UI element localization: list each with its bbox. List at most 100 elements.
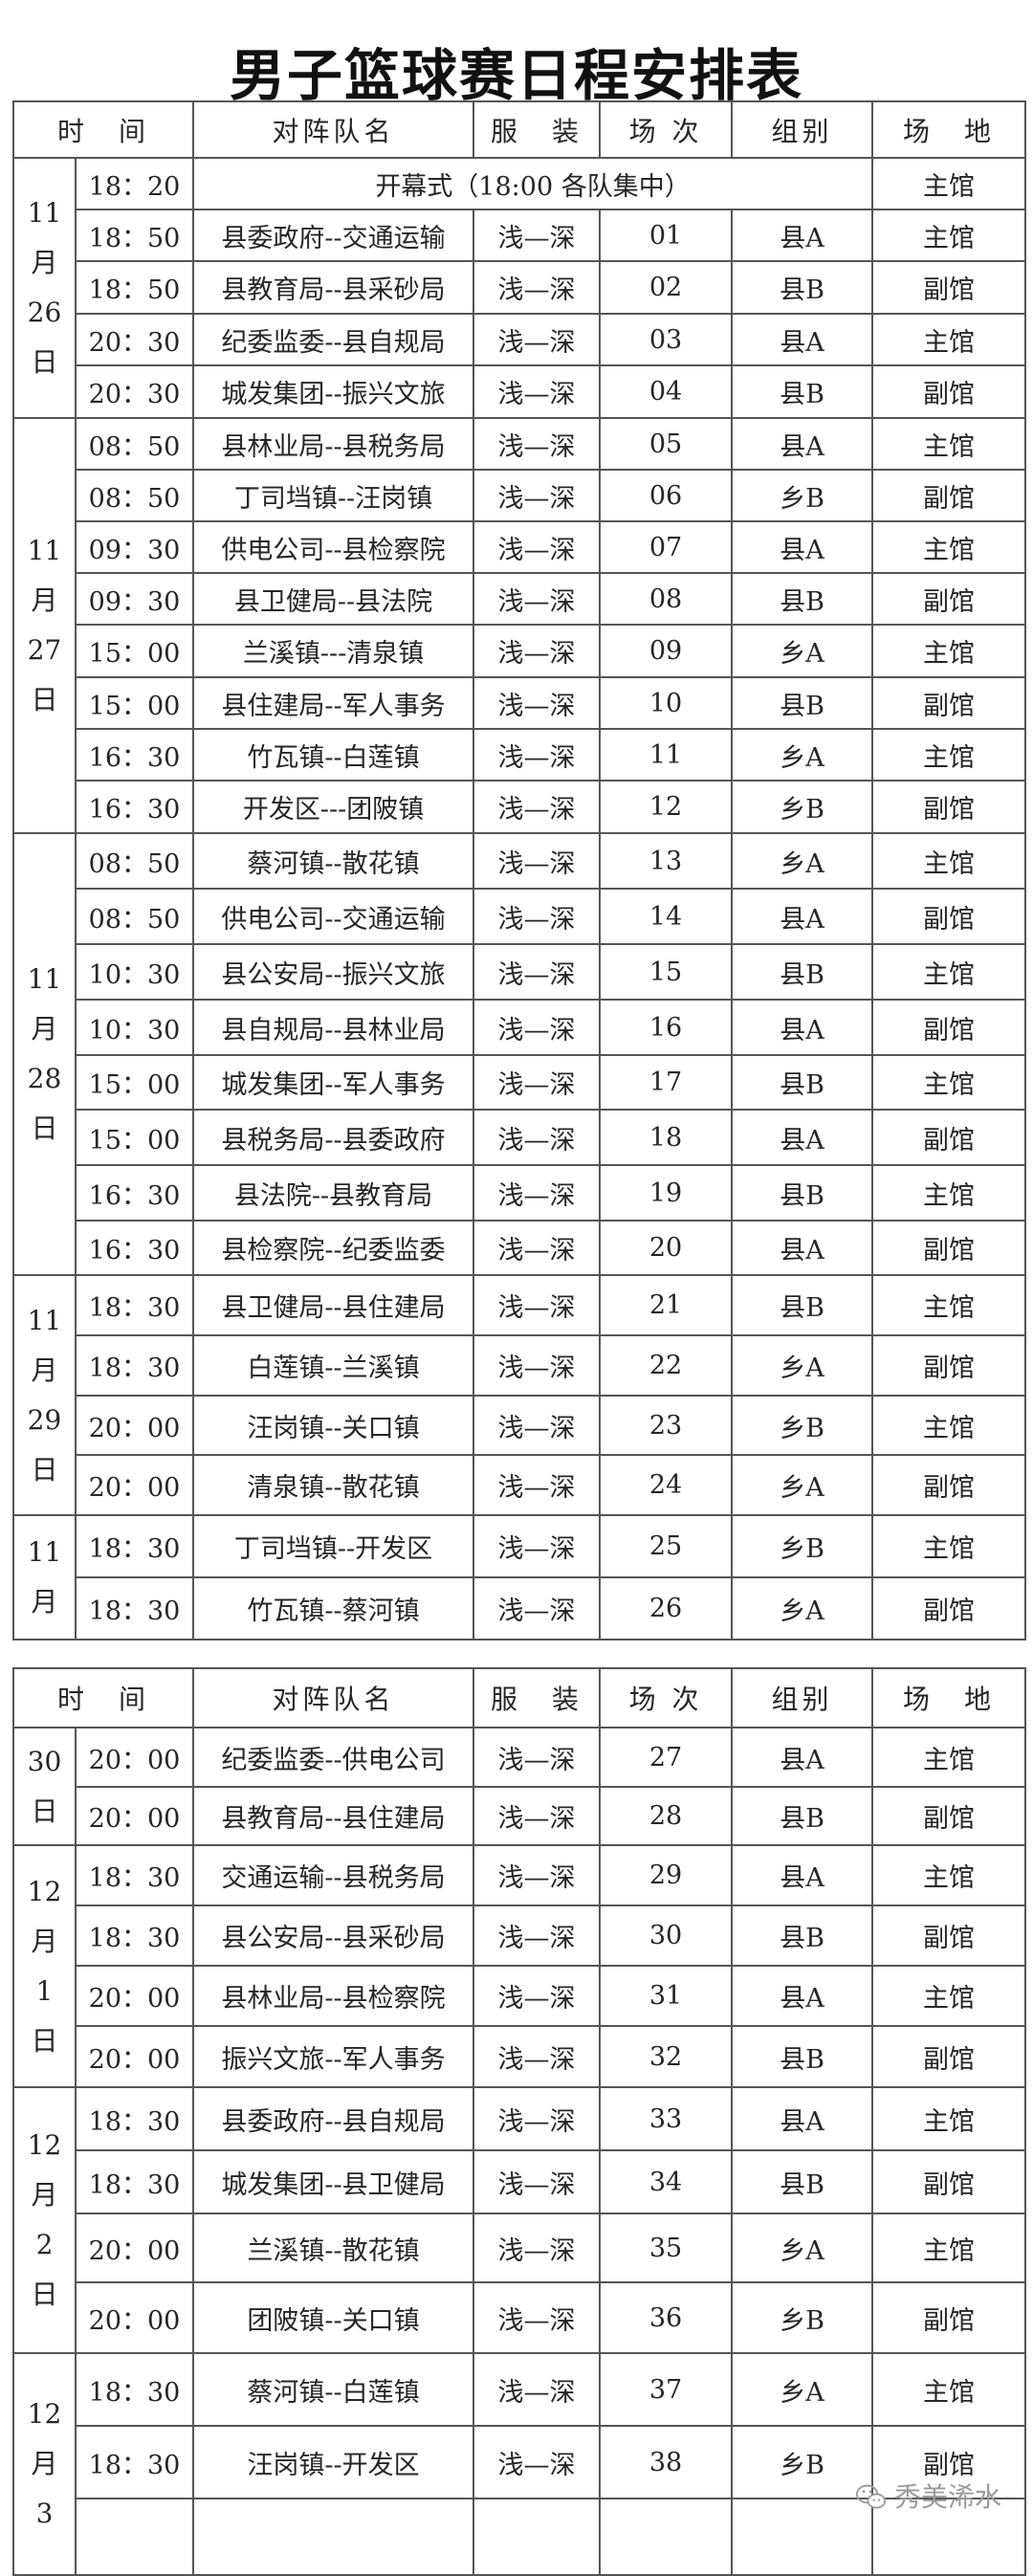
group-cell: 县B <box>731 260 874 315</box>
table-row: 18：30 竹瓦镇--蔡河镇 浅—深 26 乡A 副馆 <box>13 1576 1027 1640</box>
uniform-cell: 浅—深 <box>473 572 602 626</box>
game-number-cell: 06 <box>599 469 734 522</box>
game-number-cell: 38 <box>599 2425 734 2499</box>
venue-cell: 副馆 <box>871 999 1027 1056</box>
uniform-cell: 浅—深 <box>473 728 602 782</box>
venue-cell: 主馆 <box>871 1395 1027 1456</box>
match-cell: 蔡河镇--散花镇 <box>192 832 475 890</box>
venue-cell: 副馆 <box>871 676 1027 730</box>
time-cell: 15：00 <box>74 1109 195 1166</box>
uniform-cell: 浅—深 <box>473 1904 602 1967</box>
game-number-cell: 24 <box>599 1454 734 1516</box>
time-cell: 16：30 <box>74 1164 195 1222</box>
game-number-cell: 30 <box>599 1904 734 1967</box>
match-cell: 开发区---团陂镇 <box>192 780 475 834</box>
uniform-cell: 浅—深 <box>473 364 602 419</box>
group-cell: 乡B <box>731 469 874 522</box>
group-cell: 县B <box>731 1904 874 1967</box>
time-cell: 20：00 <box>74 1965 195 2027</box>
uniform-cell: 浅—深 <box>473 1965 602 2027</box>
time-cell: 16：30 <box>74 1220 195 1276</box>
match-cell: 汪岗镇--开发区 <box>192 2425 475 2499</box>
game-number-cell: 08 <box>599 572 734 626</box>
uniform-cell: 浅—深 <box>473 832 602 890</box>
date-part: 月 <box>31 1586 58 1618</box>
time-cell: 10：30 <box>74 943 195 1001</box>
venue-cell: 副馆 <box>871 888 1027 945</box>
time-cell: 08：50 <box>74 469 195 522</box>
table-row: 09：30 供电公司--县检察院 浅—深 07 县A 主馆 <box>13 520 1027 574</box>
table-row: 15：00 县税务局--县委政府 浅—深 18 县A 副馆 <box>13 1109 1027 1166</box>
table-row: 20：00 兰溪镇--散花镇 浅—深 35 乡A 主馆 <box>13 2213 1027 2283</box>
venue-cell: 副馆 <box>871 1576 1027 1640</box>
uniform-cell <box>473 2498 602 2576</box>
game-number-cell: 17 <box>599 1054 734 1111</box>
group-cell: 县B <box>731 2025 874 2088</box>
game-number-cell: 21 <box>599 1274 734 1336</box>
match-cell: 供电公司--县检察院 <box>192 520 475 574</box>
uniform-cell: 浅—深 <box>473 999 602 1056</box>
game-number-cell: 28 <box>599 1786 734 1846</box>
table-row: 20：00 清泉镇--散花镇 浅—深 24 乡A 副馆 <box>13 1454 1027 1516</box>
group-cell: 乡A <box>731 1454 874 1516</box>
game-number-cell: 27 <box>599 1727 734 1788</box>
time-cell: 16：30 <box>74 728 195 782</box>
header-row: 时 间对阵队名服 装场 次组别场 地 <box>11 1667 1027 1728</box>
group-cell <box>731 2498 874 2576</box>
header-game: 场 次 <box>599 100 734 159</box>
match-cell: 县税务局--县委政府 <box>192 1109 475 1166</box>
time-cell: 20：00 <box>74 2025 195 2088</box>
group-cell: 县B <box>731 1164 874 1222</box>
table-row: 15：00 兰溪镇---清泉镇 浅—深 09 乡A 主馆 <box>13 624 1027 678</box>
time-cell: 10：30 <box>74 999 195 1056</box>
venue-cell: 主馆 <box>871 1274 1027 1336</box>
venue-cell: 主馆 <box>871 624 1027 678</box>
venue-cell: 副馆 <box>871 1109 1027 1166</box>
uniform-cell: 浅—深 <box>473 888 602 945</box>
table-row: 18：50 县教育局--县采砂局 浅—深 02 县B 副馆 <box>13 260 1027 315</box>
date-cell: 30 日 <box>12 1727 77 1846</box>
uniform-cell: 浅—深 <box>473 1786 602 1846</box>
group-cell: 县B <box>731 1786 874 1846</box>
uniform-cell: 浅—深 <box>473 2025 602 2088</box>
table-row: 20：30 纪委监委--县自规局 浅—深 03 县A 主馆 <box>13 313 1027 366</box>
schedule-table-1: 时 间对阵队名服 装场 次组别场 地 11 月 26 日 18：20 开幕式（18:00 各… <box>11 100 1027 1640</box>
game-number-cell: 02 <box>599 260 734 315</box>
date-part: 12 <box>27 2398 62 2430</box>
game-number-cell: 09 <box>599 624 734 678</box>
uniform-cell: 浅—深 <box>473 2281 602 2354</box>
table-row: 10：30 县公安局--振兴文旅 浅—深 15 县B 主馆 <box>13 943 1027 1001</box>
venue-cell: 主馆 <box>871 728 1027 782</box>
venue-cell: 主馆 <box>871 1164 1027 1222</box>
date-part: 日 <box>31 1794 58 1827</box>
table-row: 15：00 县住建局--军人事务 浅—深 10 县B 副馆 <box>13 676 1027 730</box>
date-part: 30 <box>27 1745 62 1777</box>
time-cell: 20：00 <box>74 2281 195 2354</box>
header-uniform: 服 装 <box>473 1667 602 1728</box>
time-cell: 20：00 <box>74 2213 195 2283</box>
date-part: 日 <box>31 1453 58 1486</box>
table-row: 11 月 28 日 08：50 蔡河镇--散花镇 浅—深 13 乡A 主馆 <box>12 832 1027 1276</box>
date-part: 11 <box>27 963 62 995</box>
date-part: 12 <box>27 2129 62 2161</box>
time-cell: 18：30 <box>74 1844 195 1906</box>
time-cell: 18：30 <box>74 1904 195 1967</box>
group-cell: 乡A <box>731 832 874 890</box>
game-number-cell: 04 <box>599 364 734 419</box>
date-cell: 12 月 2 日 <box>12 2086 77 2354</box>
group-cell: 县B <box>731 676 874 730</box>
uniform-cell: 浅—深 <box>473 1727 602 1788</box>
group-cell: 县A <box>731 2086 874 2151</box>
table-row: 12 月 2 日 18：30 县委政府--县自规局 浅—深 33 县A 主馆 <box>12 2086 1027 2354</box>
table-row: 11 月 18：30 丁司垱镇--开发区 浅—深 25 乡B 主馆 <box>12 1514 1027 1640</box>
match-cell: 城发集团--军人事务 <box>192 1054 475 1111</box>
date-part: 26 <box>27 297 62 328</box>
group-cell: 乡A <box>731 2352 874 2427</box>
table-row: 11 月 26 日 18：20 开幕式（18:00 各队集中） 主馆 <box>12 157 1027 419</box>
date-cell: 11 月 28 日 <box>12 832 77 1276</box>
time-cell: 18：30 <box>74 1334 195 1397</box>
group-cell: 乡B <box>731 1514 874 1578</box>
venue-cell: 副馆 <box>871 572 1027 626</box>
game-number-cell: 31 <box>599 1965 734 2027</box>
date-cell: 11 月 26 日 <box>12 157 77 419</box>
